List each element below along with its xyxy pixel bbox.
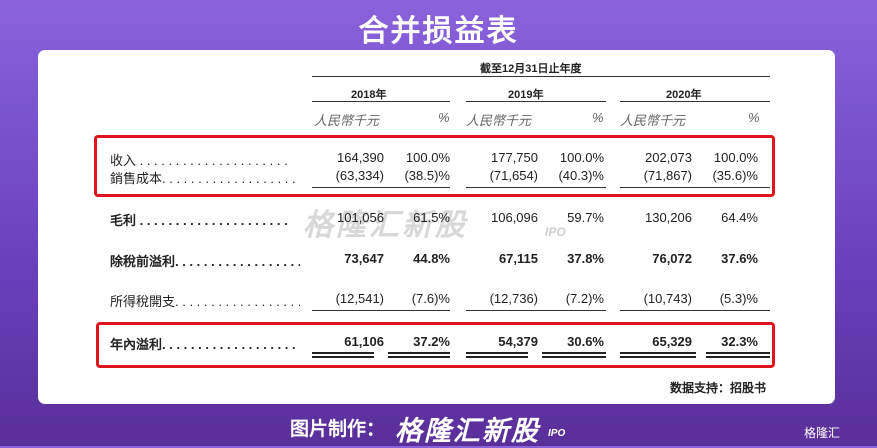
cell: (40.3)% <box>558 168 604 183</box>
highlight-box-net <box>96 322 775 368</box>
double-underline <box>706 352 770 358</box>
cell: (63,334) <box>335 168 384 183</box>
cell: 100.0% <box>405 150 450 165</box>
cell: (71,654) <box>489 168 538 183</box>
cell: (35.6)% <box>712 168 758 183</box>
cell: (12,541) <box>335 291 384 306</box>
pct-label: % <box>592 110 604 125</box>
subtotal-line <box>466 310 606 311</box>
page-title: 合并损益表 <box>358 15 519 48</box>
year-2019: 2019年 <box>508 89 544 101</box>
year-underline <box>620 101 770 102</box>
footer-label: 图片制作： <box>290 419 386 440</box>
row-label-gross: 毛利 . . . . . . . . . . . . . . . . . . .… <box>110 213 288 228</box>
cell: 37.6% <box>721 251 758 266</box>
table-panel <box>38 50 835 404</box>
cell: 100.0% <box>559 150 604 165</box>
pct-label: % <box>748 110 760 125</box>
cell: 106,096 <box>491 210 538 225</box>
row-label-revenue: 收入 . . . . . . . . . . . . . . . . . . .… <box>110 153 288 168</box>
pct-label: % <box>438 110 450 125</box>
year-underline <box>466 101 606 102</box>
year-underline <box>312 101 450 102</box>
cell: 130,206 <box>645 210 692 225</box>
row-label-tax: 所得稅開支. . . . . . . . . . . . . . . . . .… <box>110 294 300 309</box>
cell: 73,647 <box>344 251 384 266</box>
cell: 61.5% <box>413 210 450 225</box>
cell: 37.8% <box>567 251 604 266</box>
subtotal-line <box>312 310 450 311</box>
cell: 76,072 <box>652 251 692 266</box>
cell: 65,329 <box>652 334 692 349</box>
cell: (5.3)% <box>719 291 758 306</box>
double-underline <box>388 352 450 358</box>
footer-logo: 格隆汇新股 <box>395 416 540 446</box>
corner-brand: 格隆汇 <box>804 426 841 440</box>
year-2018: 2018年 <box>351 89 387 101</box>
highlight-box-revenue <box>94 135 775 197</box>
unit-label: 人民幣千元 <box>620 113 686 128</box>
data-source: 数据支持：招股书 <box>670 381 767 395</box>
cell: 101,056 <box>337 210 384 225</box>
year-2020: 2020年 <box>666 89 702 101</box>
subtotal-line <box>620 187 770 188</box>
cell: 164,390 <box>337 150 384 165</box>
cell: (7.2)% <box>565 291 604 306</box>
watermark-ipo: IPO <box>545 225 566 239</box>
period-header: 截至12月31日止年度 <box>480 63 582 75</box>
footer-ipo: IPO <box>548 428 566 439</box>
row-label-pretax: 除稅前溢利. . . . . . . . . . . . . . . . . . <box>110 254 300 269</box>
period-underline <box>312 76 770 77</box>
subtotal-line <box>466 187 606 188</box>
cell: (12,736) <box>489 291 538 306</box>
subtotal-line <box>620 310 770 311</box>
cell: 61,106 <box>344 334 384 349</box>
cell: 177,750 <box>491 150 538 165</box>
cell: 67,115 <box>498 251 538 266</box>
double-underline <box>542 352 606 358</box>
cell: 44.8% <box>413 251 450 266</box>
cell: (38.5)% <box>404 168 450 183</box>
double-underline <box>620 352 696 358</box>
cell: 100.0% <box>713 150 758 165</box>
cell: 32.3% <box>721 334 758 349</box>
double-underline <box>466 352 528 358</box>
subtotal-line <box>312 187 450 188</box>
cell: 30.6% <box>567 334 604 349</box>
cell: 202,073 <box>645 150 692 165</box>
unit-label: 人民幣千元 <box>466 113 532 128</box>
cell: 54,379 <box>498 334 538 349</box>
cell: (71,867) <box>643 168 692 183</box>
cell: 59.7% <box>567 210 604 225</box>
double-underline <box>312 352 374 358</box>
unit-label: 人民幣千元 <box>314 113 380 128</box>
watermark-logo: 格隆汇新股 <box>303 209 468 242</box>
cell: (10,743) <box>643 291 692 306</box>
cell: 37.2% <box>413 334 450 349</box>
row-label-cogs: 銷售成本. . . . . . . . . . . . . . . . . . … <box>110 171 300 186</box>
row-label-net: 年內溢利. . . . . . . . . . . . . . . . . . … <box>110 337 300 352</box>
cell: (7.6)% <box>411 291 450 306</box>
cell: 64.4% <box>721 210 758 225</box>
